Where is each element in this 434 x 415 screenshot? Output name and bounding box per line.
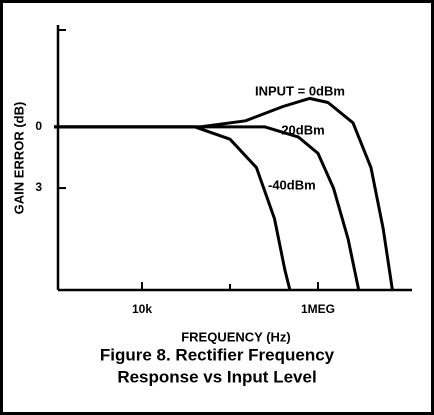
series-label: INPUT = 0dBm xyxy=(255,83,345,98)
chart-title: Figure 8. Rectifier Frequency xyxy=(100,345,335,364)
series-label: -40dBm xyxy=(268,177,316,192)
x-tick-label: 1MEG xyxy=(301,302,335,316)
x-axis-label: FREQUENCY (Hz) xyxy=(181,329,291,344)
y-tick-label: 3 xyxy=(35,180,42,194)
y-axis-label: GAIN ERROR (dB) xyxy=(11,102,26,215)
series-line xyxy=(54,96,394,291)
chart-title: Response vs Input Level xyxy=(117,367,316,386)
series-line xyxy=(54,125,361,291)
series-line xyxy=(54,125,292,291)
y-tick-label: 0 xyxy=(35,119,42,133)
x-tick-label: 10k xyxy=(132,302,152,316)
series-label: -20dBm xyxy=(277,122,325,137)
